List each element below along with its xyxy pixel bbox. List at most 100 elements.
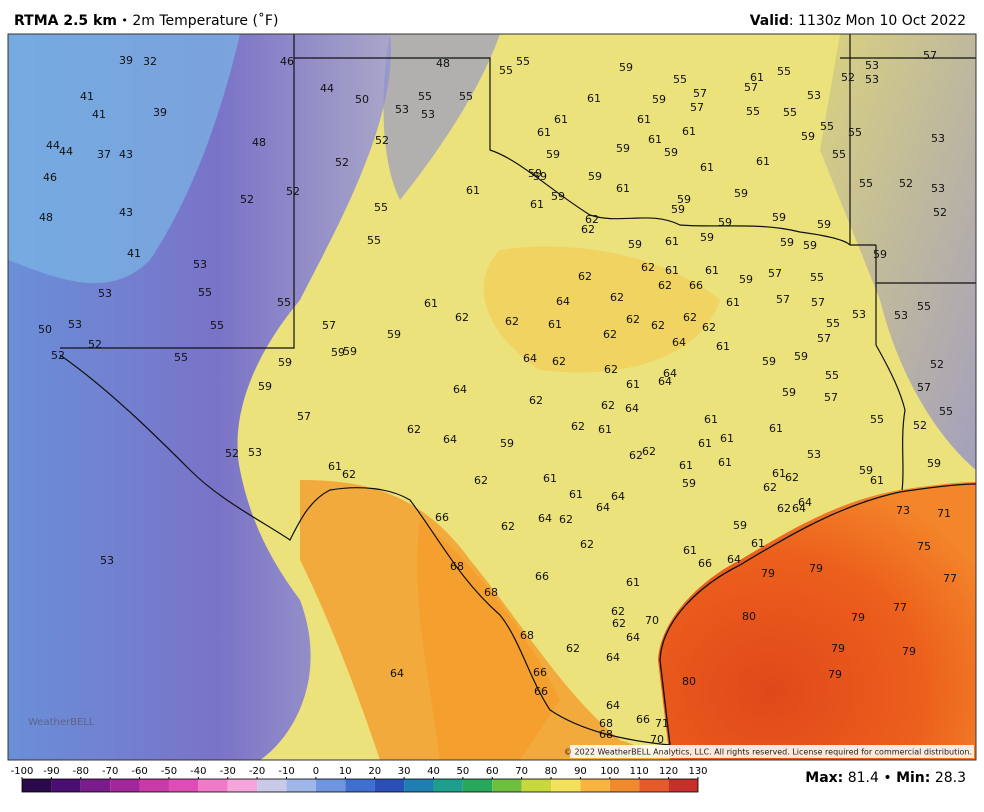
station-value: 59 <box>803 239 817 252</box>
station-value: 59 <box>343 345 357 358</box>
station-value: 59 <box>628 238 642 251</box>
station-value: 64 <box>390 667 404 680</box>
station-value: 64 <box>596 501 610 514</box>
station-value: 59 <box>780 236 794 249</box>
station-value: 50 <box>38 323 52 336</box>
station-value: 41 <box>127 247 141 260</box>
station-value: 59 <box>588 170 602 183</box>
station-value: 61 <box>705 264 719 277</box>
station-value: 39 <box>153 106 167 119</box>
station-value: 61 <box>682 125 696 138</box>
station-value: 61 <box>679 459 693 472</box>
station-value: 41 <box>92 108 106 121</box>
station-value: 62 <box>501 520 515 533</box>
station-value: 55 <box>820 120 834 133</box>
colorbar-label: 10 <box>339 766 352 777</box>
colorbar-frame <box>21 778 699 793</box>
colorbar-segment <box>198 779 228 792</box>
station-value: 55 <box>499 64 513 77</box>
station-value: 66 <box>535 570 549 583</box>
max-label: Max: <box>805 770 843 786</box>
station-value: 57 <box>693 87 707 100</box>
colorbar-segment <box>521 779 552 792</box>
station-value: 61 <box>751 537 765 550</box>
station-value: 53 <box>894 309 908 322</box>
station-value: 61 <box>424 297 438 310</box>
station-value: 57 <box>322 319 336 332</box>
colorbar-label: -60 <box>131 766 147 777</box>
station-value: 59 <box>859 464 873 477</box>
station-value: 62 <box>552 355 566 368</box>
station-value: 59 <box>551 190 565 203</box>
station-value: 61 <box>726 296 740 309</box>
station-value: 59 <box>782 386 796 399</box>
station-value: 55 <box>367 234 381 247</box>
colorbar-label: -20 <box>249 766 265 777</box>
station-value: 61 <box>720 432 734 445</box>
station-value: 61 <box>598 423 612 436</box>
station-value: 62 <box>626 313 640 326</box>
station-value: 62 <box>612 617 626 630</box>
station-value: 61 <box>772 467 786 480</box>
station-value: 32 <box>143 55 157 68</box>
station-value: 55 <box>848 126 862 139</box>
station-value: 59 <box>331 346 345 359</box>
station-value: 64 <box>611 490 625 503</box>
coastline <box>659 483 976 746</box>
station-value: 61 <box>548 318 562 331</box>
station-value: 73 <box>896 504 910 517</box>
valid-label: Valid <box>750 13 789 29</box>
station-value: 59 <box>652 93 666 106</box>
colorbar-label: 100 <box>600 766 619 777</box>
colorbar-segment <box>580 779 610 792</box>
station-value: 64 <box>792 502 806 515</box>
station-value: 44 <box>320 82 334 95</box>
colorbar-label: 130 <box>688 766 707 777</box>
colorbar-label: 120 <box>659 766 678 777</box>
map-frame <box>7 33 977 761</box>
station-value: 62 <box>342 468 356 481</box>
station-value: 52 <box>913 419 927 432</box>
station-value: 70 <box>650 733 664 746</box>
station-value: 59 <box>619 61 633 74</box>
station-value: 80 <box>682 675 696 688</box>
station-value: 55 <box>825 369 839 382</box>
station-value: 46 <box>280 55 294 68</box>
station-value: 62 <box>683 311 697 324</box>
colorbar-segment <box>374 779 405 792</box>
station-value: 53 <box>865 73 879 86</box>
colorbar-label: 110 <box>630 766 649 777</box>
station-value: 52 <box>88 338 102 351</box>
station-value: 68 <box>520 629 534 642</box>
station-value: 53 <box>807 448 821 461</box>
station-value: 53 <box>852 308 866 321</box>
colorbar-label: -80 <box>73 766 89 777</box>
station-value: 55 <box>832 148 846 161</box>
station-value: 61 <box>769 422 783 435</box>
station-value: 64 <box>523 352 537 365</box>
colorbar-label: 40 <box>427 766 440 777</box>
station-value: 62 <box>658 279 672 292</box>
colorbar-label: 50 <box>457 766 470 777</box>
station-value: 79 <box>902 645 916 658</box>
colorbar-segment <box>551 779 581 792</box>
station-value: 62 <box>455 311 469 324</box>
station-value: 66 <box>689 279 703 292</box>
station-value: 64 <box>663 367 677 380</box>
station-value: 55 <box>870 413 884 426</box>
colorbar-label: 90 <box>574 766 587 777</box>
colorbar-segment <box>22 779 52 792</box>
station-value: 79 <box>809 562 823 575</box>
station-value: 64 <box>556 295 570 308</box>
station-value: 55 <box>210 319 224 332</box>
station-value: 62 <box>604 363 618 376</box>
station-value: 59 <box>801 130 815 143</box>
colorbar-label: -100 <box>11 766 34 777</box>
station-value: 53 <box>931 132 945 145</box>
station-value: 62 <box>603 328 617 341</box>
station-value: 71 <box>937 507 951 520</box>
station-value: 55 <box>516 55 530 68</box>
station-value: 62 <box>601 399 615 412</box>
station-value: 62 <box>566 642 580 655</box>
